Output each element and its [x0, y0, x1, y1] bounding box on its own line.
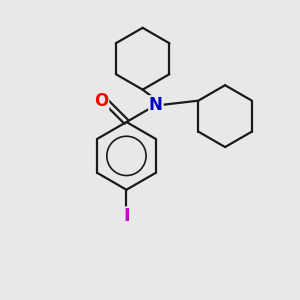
- Text: I: I: [123, 207, 130, 225]
- Text: O: O: [94, 92, 109, 110]
- Text: N: N: [149, 96, 163, 114]
